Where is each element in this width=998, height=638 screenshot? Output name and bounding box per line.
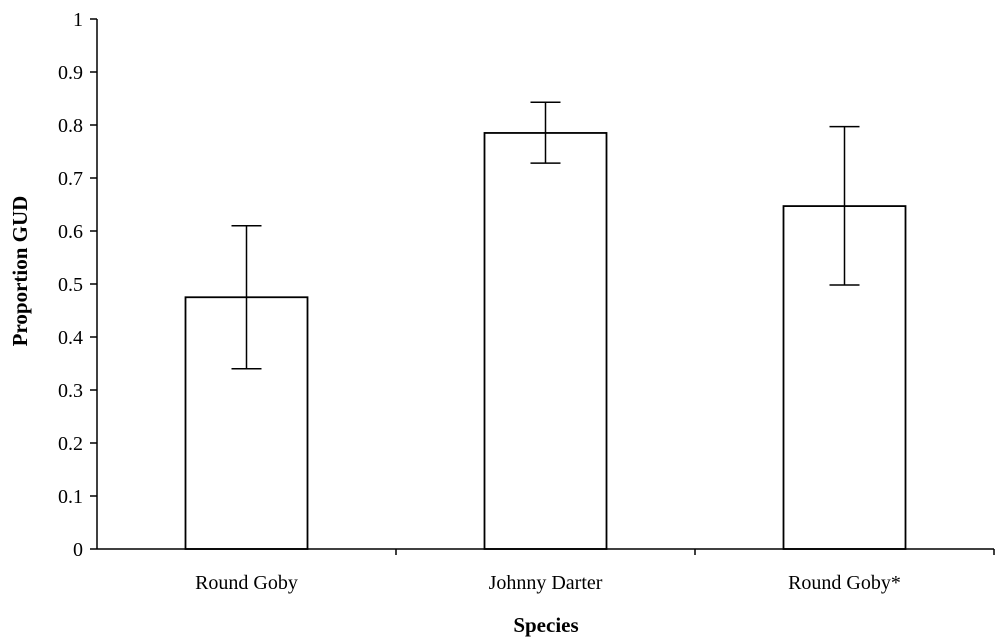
error-bars (231, 101, 860, 370)
bar (483, 132, 608, 550)
y-tick-label: 0.3 (58, 380, 83, 402)
error-bar (231, 224, 262, 370)
y-tick-label: 0.4 (58, 327, 83, 349)
y-tick-label: 0.6 (58, 221, 83, 243)
x-tick-label: Round Goby (195, 572, 298, 594)
y-tick-label: 0.2 (58, 433, 83, 455)
y-tick-label: 1 (73, 9, 83, 31)
x-axis-title: Species (513, 613, 578, 637)
x-axis-labels: Round Goby Johnny Darter Round Goby* (195, 549, 995, 594)
y-tick-label: 0.5 (58, 274, 83, 296)
error-bar (530, 101, 561, 164)
y-axis-ticks: 0 0.1 0.2 0.3 0.4 0.5 0.6 0.7 0.8 0.9 1 (58, 9, 97, 561)
error-bar (829, 125, 860, 286)
y-tick-label: 0.8 (58, 115, 83, 137)
x-tick-label: Round Goby* (788, 572, 901, 594)
bars (184, 132, 907, 550)
y-tick-label: 0.9 (58, 62, 83, 84)
y-tick-label: 0.1 (58, 486, 83, 508)
y-tick-label: 0 (73, 539, 83, 561)
y-tick-label: 0.7 (58, 168, 83, 190)
x-tick-label: Johnny Darter (489, 572, 603, 594)
y-axis-title: Proportion GUD (8, 196, 32, 347)
